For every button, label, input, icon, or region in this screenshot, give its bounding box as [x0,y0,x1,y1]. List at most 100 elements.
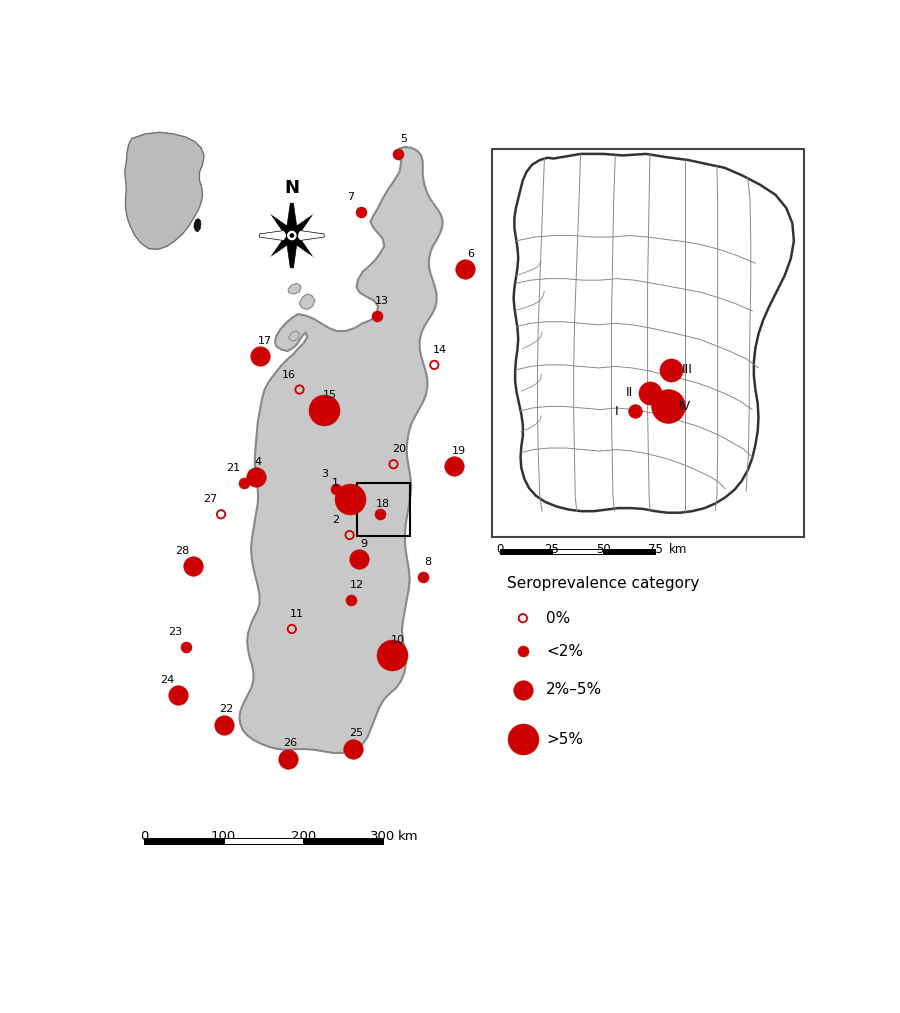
Text: 14: 14 [433,344,446,355]
Text: IV: IV [679,400,690,413]
Text: III: III [682,363,693,376]
Text: 22: 22 [220,704,233,714]
Point [664,362,679,378]
Text: Seroprevalence category: Seroprevalence category [508,575,700,591]
Text: I: I [615,404,618,417]
Polygon shape [288,284,302,294]
Text: 7: 7 [346,192,354,203]
Point [284,621,299,637]
Bar [552,549,603,553]
Text: 26: 26 [284,738,297,749]
Point [217,717,231,733]
Bar [357,483,410,536]
Bar [500,549,552,553]
Point [317,402,331,418]
Polygon shape [291,235,293,267]
Text: 0: 0 [140,830,148,843]
Text: 2%–5%: 2%–5% [546,683,602,697]
Point [214,506,229,523]
Point [248,469,263,485]
Point [661,398,675,414]
Circle shape [286,230,297,241]
Text: 50: 50 [596,543,611,556]
Text: km: km [398,830,418,843]
Point [516,643,530,659]
Polygon shape [300,294,315,309]
Text: 0: 0 [496,543,503,556]
Point [281,751,295,767]
Text: 100: 100 [211,830,236,843]
Polygon shape [194,219,201,232]
Polygon shape [125,133,204,249]
Point [416,568,430,585]
Point [369,308,383,324]
Point [446,458,461,474]
Text: 25: 25 [348,728,363,738]
Text: 21: 21 [226,464,240,473]
Text: 27: 27 [203,494,218,504]
Point [354,205,368,221]
Bar [223,838,303,844]
Text: 12: 12 [349,579,364,590]
Polygon shape [275,219,294,238]
Text: 23: 23 [167,627,182,637]
Point [346,741,361,757]
Text: 2: 2 [332,515,339,525]
Point [292,382,307,398]
Point [428,357,442,373]
Point [178,639,193,655]
Point [186,558,201,574]
Polygon shape [259,204,324,267]
Text: 3: 3 [321,469,328,479]
Point [391,146,405,162]
Text: 24: 24 [160,676,175,685]
Polygon shape [514,154,794,513]
Text: 16: 16 [282,370,296,380]
Polygon shape [291,204,293,235]
Polygon shape [285,235,298,267]
Polygon shape [285,204,298,235]
Polygon shape [289,331,300,341]
Polygon shape [289,233,308,252]
Polygon shape [292,229,324,242]
Text: 4: 4 [255,457,262,467]
Point [237,475,251,491]
Text: N: N [284,179,300,197]
Polygon shape [259,234,292,237]
Text: km: km [669,543,688,556]
Text: 15: 15 [322,390,337,400]
Text: 0%: 0% [546,611,571,626]
Text: 18: 18 [375,498,390,509]
Point [352,551,366,567]
Point [344,592,358,608]
Point [516,731,530,748]
Text: 75: 75 [648,543,662,556]
Text: <2%: <2% [546,644,583,658]
Point [374,506,388,523]
Bar [144,838,223,844]
Text: 5: 5 [400,134,407,144]
Polygon shape [289,219,308,238]
Text: 13: 13 [375,296,389,306]
Text: II: II [626,386,633,399]
Text: 25: 25 [544,543,559,556]
Text: 200: 200 [291,830,316,843]
Point [385,647,400,664]
Text: 17: 17 [257,336,272,346]
Bar [492,149,804,537]
Point [516,682,530,698]
Text: 9: 9 [361,539,368,549]
Point [628,403,643,419]
Circle shape [290,233,294,238]
Point [252,348,266,365]
Point [458,261,473,278]
Point [643,385,657,401]
Bar [303,838,382,844]
Point [328,481,343,497]
Text: 28: 28 [176,546,190,556]
Text: 10: 10 [391,635,404,645]
Polygon shape [259,229,292,242]
Polygon shape [275,233,294,252]
Text: 6: 6 [467,249,474,259]
Point [516,610,530,626]
